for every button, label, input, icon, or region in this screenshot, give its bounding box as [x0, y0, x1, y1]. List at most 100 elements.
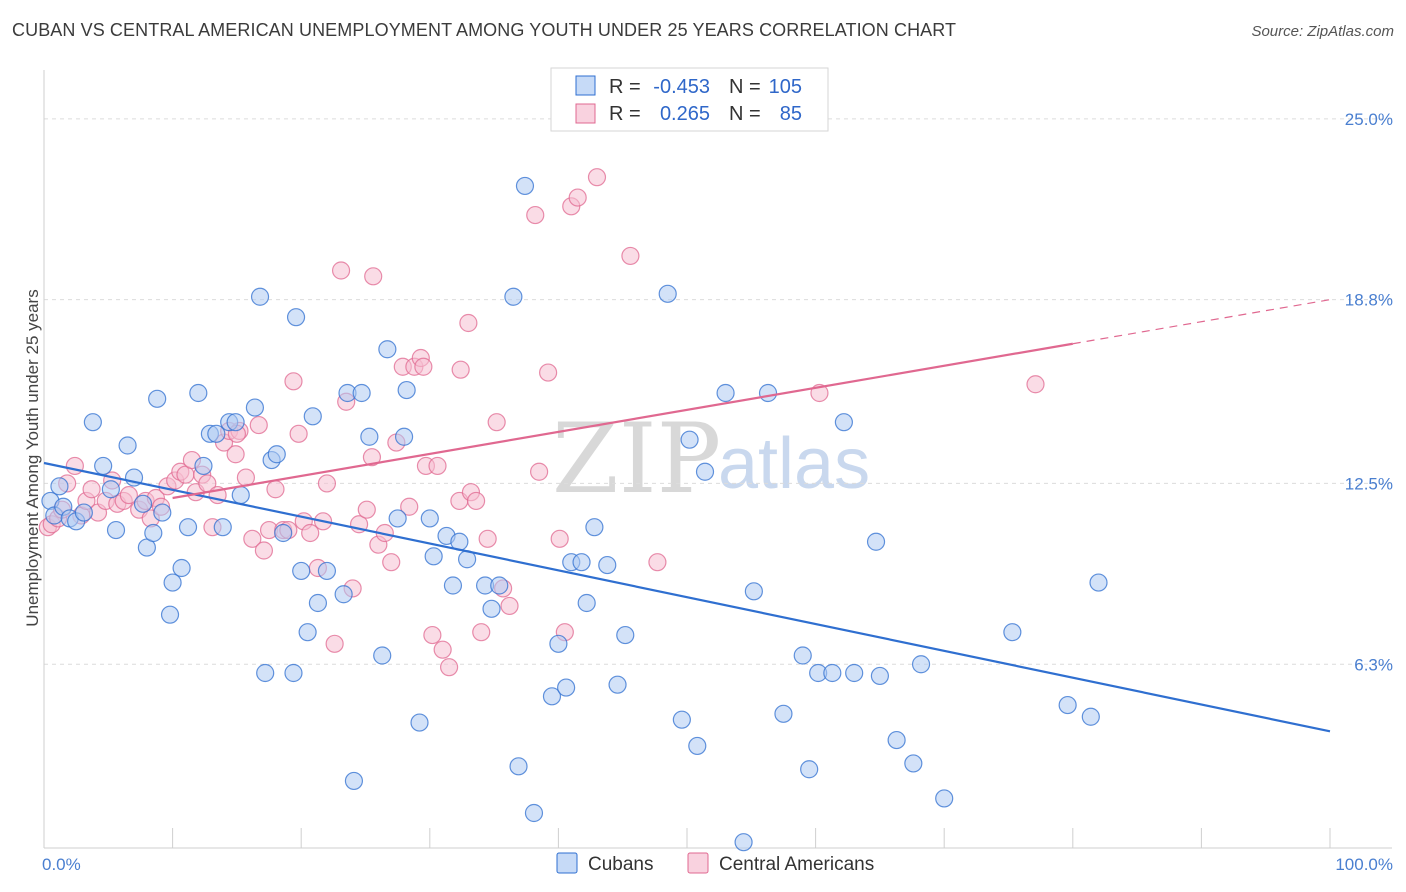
x-tick-label-1: 100.0%	[1335, 855, 1393, 874]
central-americans-point-73	[487, 413, 506, 432]
bottom-legend-label-cubans: Cubans	[588, 854, 654, 875]
chart-title: CUBAN VS CENTRAL AMERICAN UNEMPLOYMENT A…	[12, 20, 957, 40]
central-americans-point-87	[1026, 375, 1045, 394]
central-americans-point-48	[317, 474, 337, 493]
cubans-point-83	[744, 582, 763, 601]
cubans-point-31	[250, 287, 270, 306]
central-americans-point-85	[648, 553, 667, 572]
cubans-point-72	[577, 593, 596, 613]
axes	[43, 70, 1392, 849]
central-americans-point-45	[301, 523, 320, 543]
central-americans-point-50	[331, 261, 351, 280]
central-americans-point-69	[451, 360, 470, 379]
cubans-point-63	[504, 287, 523, 306]
central-americans-point-55	[362, 448, 382, 467]
central-americans-point-78	[539, 363, 558, 382]
cubans-point-93	[887, 730, 906, 750]
cubans-point-86	[800, 760, 819, 779]
cubans-trend-line	[43, 461, 1331, 733]
central-americans-point-76	[526, 205, 545, 225]
cubans-point-35	[274, 523, 293, 543]
watermark-zip: ZIP	[552, 403, 721, 515]
cubans-point-71	[572, 553, 591, 572]
central-americans-point-54	[357, 500, 376, 519]
cubans-point-73	[585, 518, 604, 537]
cubans-point-26	[213, 518, 232, 537]
cubans-point-101	[734, 833, 753, 852]
legend-swatch-cubans	[575, 75, 596, 96]
cubans-point-17	[153, 503, 172, 522]
cubans-point-21	[178, 518, 198, 537]
cubans-point-36	[284, 663, 303, 683]
cubans-point-85	[793, 646, 812, 665]
cubans-point-47	[360, 427, 379, 446]
central-americans-point-49	[325, 634, 344, 653]
cubans-point-34	[267, 445, 286, 464]
cubans-point-42	[317, 561, 337, 581]
cubans-point-8	[94, 456, 113, 476]
watermark-atlas: atlas	[718, 424, 870, 504]
x-tick-label-0: 0.0%	[42, 855, 81, 874]
central-americans-point-5	[65, 456, 84, 476]
central-americans-point-32	[226, 445, 245, 464]
legend-box	[550, 67, 829, 132]
cubans-point-30	[245, 398, 265, 417]
central-americans-point-66	[428, 456, 447, 476]
central-americans-point-67	[433, 640, 452, 659]
cubans-point-61	[482, 599, 501, 618]
bottom-legend-swatch-central-americans	[687, 852, 709, 874]
legend-n-value-central-americans: 85	[780, 103, 802, 125]
trend-lines	[43, 299, 1331, 733]
central-americans-point-70	[459, 313, 478, 333]
cubans-point-16	[148, 389, 167, 408]
y-axis-label: Unemployment Among Youth under 25 years	[23, 289, 42, 626]
central-americans-point-71	[472, 623, 491, 642]
source-label: Source: ZipAtlas.com	[1251, 23, 1394, 40]
central-americans-point-90	[414, 357, 433, 376]
central-americans-point-89	[364, 267, 383, 286]
cubans-point-65	[515, 176, 535, 196]
bottom-legend-swatch-cubans	[556, 852, 578, 874]
central-americans-point-14	[119, 485, 138, 505]
y-tick-label-1: 12.5%	[1345, 474, 1393, 493]
central-americans-point-72	[478, 529, 497, 548]
central-americans-trend-line-extension	[1072, 299, 1331, 345]
legend-n-label-central-americans: N =	[729, 103, 761, 125]
cubans-point-29	[231, 485, 250, 505]
cubans-point-51	[394, 427, 414, 446]
cubans-point-38	[292, 561, 311, 581]
cubans-point-41	[308, 593, 328, 613]
cubans-point-43	[334, 585, 353, 604]
legend-r-value-cubans: -0.453	[653, 76, 710, 98]
cubans-point-100	[1089, 573, 1108, 592]
y-tick-label-3: 25.0%	[1345, 110, 1393, 129]
cubans-point-89	[834, 413, 853, 432]
central-americans-trend-line	[172, 342, 1073, 500]
cubans-point-52	[397, 380, 416, 400]
x-tick-labels: 0.0% 100.0%	[42, 855, 1393, 874]
cubans-point-68	[549, 634, 568, 653]
cubans-point-98	[1058, 695, 1077, 715]
cubans-point-66	[524, 803, 544, 823]
central-americans-point-79	[550, 529, 569, 548]
cubans-point-28	[226, 413, 245, 432]
cubans-points	[41, 176, 1108, 852]
cubans-point-91	[866, 532, 886, 551]
cubans-point-80	[688, 736, 707, 756]
cubans-point-13	[133, 494, 153, 513]
cubans-point-37	[286, 308, 306, 327]
central-americans-point-43	[289, 424, 308, 443]
cubans-point-57	[443, 576, 463, 595]
central-americans-point-61	[400, 497, 419, 516]
cubans-point-97	[1003, 623, 1022, 642]
cubans-point-96	[935, 789, 954, 808]
cubans-point-64	[509, 757, 528, 776]
cubans-point-69	[557, 678, 576, 697]
cubans-point-11	[118, 436, 137, 455]
legend-r-label-central-americans: R =	[609, 103, 641, 125]
central-americans-point-58	[382, 553, 401, 572]
cubans-point-39	[298, 623, 317, 642]
cubans-point-55	[424, 547, 443, 566]
central-americans-points	[38, 168, 1045, 677]
cubans-point-50	[388, 509, 407, 528]
